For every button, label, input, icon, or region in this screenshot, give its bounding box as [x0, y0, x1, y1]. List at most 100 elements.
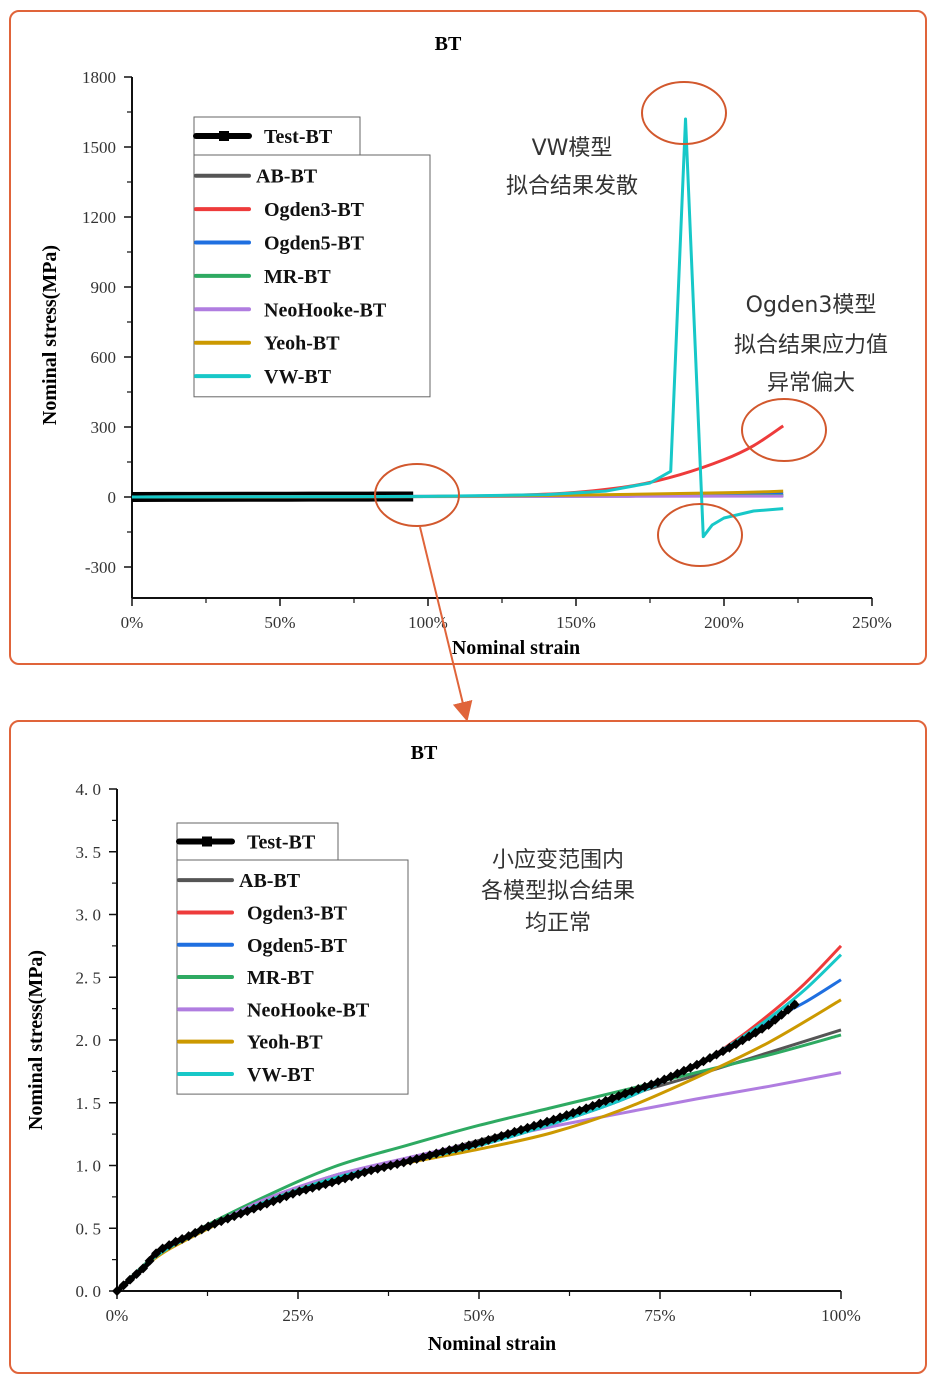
- zoom-arrow: [419, 526, 473, 722]
- legend-item-ab-bt: AB-BT: [177, 870, 301, 892]
- top-chart-series: [131, 117, 785, 539]
- x-tick-label: 250%: [852, 613, 892, 632]
- test-data-point: [776, 1009, 787, 1020]
- legend-label-neohooke-bt: NeoHooke-BT: [247, 999, 370, 1021]
- x-tick-label: 0%: [106, 1306, 129, 1325]
- y-tick-label: 0: [108, 488, 117, 507]
- top-chart-title: BT: [435, 33, 462, 55]
- legend-label-yeoh-bt: Yeoh-BT: [247, 1032, 323, 1054]
- x-tick-label: 100%: [821, 1306, 861, 1325]
- legend-item-ogden3-bt: Ogden3-BT: [177, 902, 348, 924]
- test-data-point: [789, 999, 800, 1010]
- legend-item-test-bt: Test-BT: [176, 832, 316, 854]
- series-line-neohooke-bt: [115, 1071, 842, 1293]
- legend-label-ab-bt: AB-BT: [256, 166, 318, 188]
- y-tick-label: 900: [91, 278, 117, 297]
- legend-item-yeoh-bt: Yeoh-BT: [177, 1032, 323, 1054]
- legend-label-ogden3-bt: Ogden3-BT: [247, 902, 348, 924]
- y-tick-label: -300: [85, 558, 116, 577]
- y-tick-label: 1. 0: [76, 1157, 102, 1176]
- test-data-point: [711, 1049, 722, 1060]
- legend-item-ogden5-bt: Ogden5-BT: [177, 935, 348, 957]
- legend-item-mr-bt: MR-BT: [194, 266, 331, 288]
- y-tick-label: 2. 0: [76, 1031, 102, 1050]
- x-tick-label: 100%: [408, 613, 448, 632]
- bottom-chart: BT 0. 00. 51. 01. 52. 02. 53. 03. 54. 00…: [25, 742, 861, 1355]
- vw-annotation-line-1: VW模型: [532, 136, 613, 161]
- x-tick-label: 150%: [556, 613, 596, 632]
- test-data-point: [744, 1031, 755, 1042]
- test-data-point: [718, 1046, 728, 1057]
- bottom-chart-annotations: 小应变范围内 各模型拟合结果 均正常: [481, 848, 635, 936]
- y-tick-label: 1800: [82, 68, 116, 87]
- small-strain-annotation-line-2: 各模型拟合结果: [481, 879, 635, 904]
- bottom-chart-axes: 0. 0 0. 5 1. 0 1. 5 2. 0 2. 5 3. 0 3. 5 4. 0 0% 25…: [76, 780, 861, 1325]
- y-tick-label: 3. 5: [76, 843, 102, 862]
- test-data-point: [757, 1023, 768, 1034]
- bottom-chart-legend: Test-BT AB-BT Ogden3-BT Ogden5-BT MR-BT NeoHo…: [176, 822, 409, 1095]
- legend-label-vw-bt: VW-BT: [247, 1064, 315, 1086]
- y-tick-label: 1200: [82, 208, 116, 227]
- bottom-chart-xlabel: Nominal strain: [428, 1333, 556, 1355]
- legend-label-test-bt: Test-BT: [247, 832, 316, 854]
- test-data-point: [724, 1042, 735, 1053]
- series-line-vw-bt: [131, 117, 784, 539]
- legend-item-neohooke-bt: NeoHooke-BT: [177, 999, 370, 1021]
- test-data-point: [731, 1039, 741, 1050]
- test-data-point: [112, 1286, 122, 1296]
- highlight-circle-small-strain: [374, 463, 460, 527]
- test-data-point: [750, 1027, 761, 1038]
- legend-item-yeoh-bt: Yeoh-BT: [194, 333, 340, 355]
- y-tick-label: 600: [91, 348, 117, 367]
- bottom-chart-series: [112, 944, 843, 1296]
- small-strain-annotation-line-1: 小应变范围内: [492, 848, 624, 873]
- test-data-point: [783, 1004, 794, 1015]
- legend-item-ogden5-bt: Ogden5-BT: [194, 233, 365, 255]
- test-data-point: [125, 1274, 135, 1285]
- ogden3-annotation-line-1: Ogden3模型: [746, 293, 877, 318]
- legend-label-vw-bt: VW-BT: [264, 366, 332, 388]
- bottom-chart-panel: [9, 720, 927, 1374]
- y-tick-label: 1. 5: [76, 1094, 102, 1113]
- y-tick-label: 0. 0: [76, 1282, 102, 1301]
- legend-label-test-bt: Test-BT: [264, 126, 333, 148]
- legend-marker-icon: [219, 131, 229, 141]
- top-chart-ylabel: Nominal stress(MPa): [39, 245, 61, 425]
- vw-annotation-line-2: 拟合结果发散: [506, 174, 638, 199]
- highlight-circle-vw-peak: [641, 81, 727, 145]
- test-data-point: [157, 1243, 168, 1254]
- test-data-point: [118, 1280, 129, 1291]
- x-tick-label: 75%: [644, 1306, 675, 1325]
- legend-label-neohooke-bt: NeoHooke-BT: [264, 299, 387, 321]
- test-data-point: [737, 1035, 748, 1046]
- test-data-point: [151, 1248, 162, 1259]
- test-data-point: [770, 1014, 781, 1025]
- highlight-circle-vw-dip: [657, 503, 743, 567]
- legend-label-ogden5-bt: Ogden5-BT: [247, 935, 348, 957]
- legend-label-ab-bt: AB-BT: [239, 870, 301, 892]
- legend-marker-icon: [202, 836, 212, 847]
- y-tick-label: 300: [91, 418, 117, 437]
- test-data-point: [144, 1255, 155, 1266]
- y-tick-label: 2. 5: [76, 968, 102, 987]
- bottom-chart-ylabel: Nominal stress(MPa): [25, 950, 47, 1130]
- y-tick-label: 0. 5: [76, 1219, 102, 1238]
- test-data-point: [190, 1227, 201, 1238]
- legend-label-yeoh-bt: Yeoh-BT: [264, 333, 340, 355]
- legend-label-mr-bt: MR-BT: [264, 266, 331, 288]
- x-tick-label: 50%: [264, 613, 295, 632]
- test-data-point: [138, 1263, 149, 1274]
- ogden3-annotation-line-2: 拟合结果应力值: [734, 333, 888, 358]
- y-tick-label: 1500: [82, 138, 116, 157]
- ogden3-annotation-line-3: 异常偏大: [767, 371, 855, 396]
- test-data-point: [698, 1056, 709, 1067]
- legend-item-ab-bt: AB-BT: [194, 166, 318, 188]
- test-data-point: [705, 1052, 715, 1063]
- top-chart-annotations: VW模型 拟合结果发散 Ogden3模型 拟合结果应力值 异常偏大: [374, 81, 888, 567]
- top-chart: BT -300 0 300 600 900 1200 1500 1800 0% 50% 100% 15…: [39, 33, 892, 659]
- highlight-circle-ogden3-end: [741, 398, 827, 462]
- legend-item-mr-bt: MR-BT: [177, 967, 314, 989]
- legend-item-ogden3-bt: Ogden3-BT: [194, 199, 365, 221]
- legend-label-mr-bt: MR-BT: [247, 967, 314, 989]
